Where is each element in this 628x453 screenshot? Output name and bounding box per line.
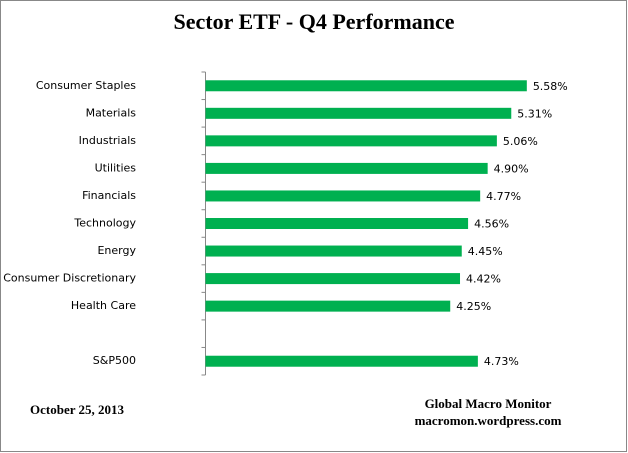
y-tick-label: Energy [97, 244, 136, 257]
y-tick-label: Consumer Staples [36, 79, 136, 92]
bar [205, 162, 488, 174]
y-tick-label: Health Care [71, 299, 136, 312]
data-label: 5.58% [533, 80, 568, 93]
bar [205, 218, 469, 229]
bar [205, 300, 451, 312]
data-label: 4.42% [466, 273, 501, 286]
data-label: 4.73% [484, 355, 519, 368]
y-tick-label: S&P500 [93, 354, 136, 367]
y-tick-label: Financials [82, 189, 136, 202]
bar [205, 355, 478, 367]
y-tick-label: Technology [73, 217, 136, 230]
data-label: 5.31% [517, 107, 552, 120]
bar [205, 190, 481, 202]
data-label: 4.90% [494, 162, 529, 175]
source-note: Global Macro Monitor [425, 396, 552, 411]
data-label: 4.77% [486, 190, 521, 203]
bar [205, 107, 512, 119]
bar [205, 245, 462, 257]
date-note: October 25, 2013 [30, 402, 124, 417]
bar [205, 80, 527, 92]
data-label: 4.25% [456, 300, 491, 313]
y-tick-label: Materials [86, 106, 137, 119]
bar [205, 273, 461, 285]
source-note: macromon.wordpress.com [415, 413, 562, 428]
y-tick-label: Consumer Discretionary [3, 272, 136, 285]
y-tick-label: Utilities [95, 161, 137, 174]
data-label: 4.45% [468, 245, 503, 258]
bar [205, 135, 497, 147]
data-label: 5.06% [503, 135, 538, 148]
chart-title: Sector ETF - Q4 Performance [173, 9, 454, 34]
y-tick-label: Industrials [79, 134, 137, 147]
data-label: 4.56% [474, 218, 509, 231]
